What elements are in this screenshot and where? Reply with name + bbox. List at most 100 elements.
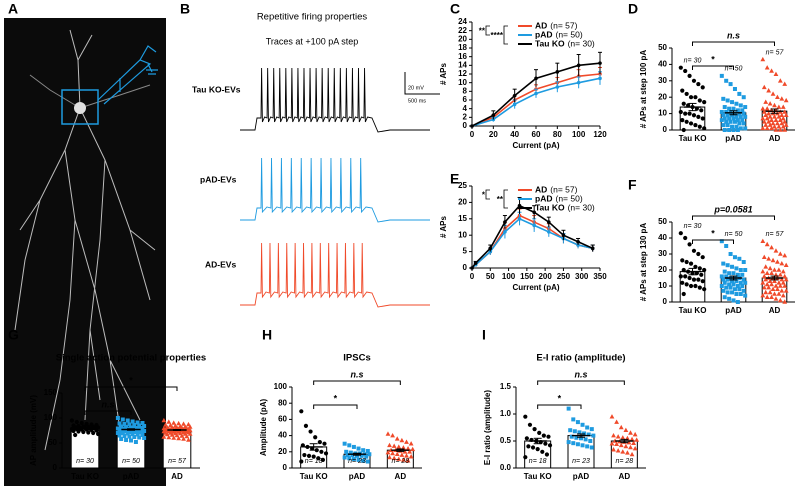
x-tick-label: 0 [470, 130, 475, 139]
data-point [732, 287, 737, 292]
data-point [532, 223, 536, 228]
data-point [767, 122, 773, 127]
soma [74, 102, 86, 114]
data-point [390, 433, 396, 438]
data-point [737, 91, 742, 96]
data-point [683, 274, 688, 279]
data-point [735, 272, 740, 277]
data-point [179, 433, 185, 438]
data-point [614, 441, 620, 447]
data-point [132, 423, 137, 427]
data-point [722, 295, 727, 300]
data-point [769, 68, 774, 73]
data-point [764, 281, 770, 287]
data-point [738, 292, 743, 296]
comparison-bracket [313, 404, 358, 409]
series-line [471, 214, 593, 269]
data-point [527, 422, 533, 427]
data-point [775, 120, 780, 126]
data-point [512, 102, 517, 107]
significance-bracket [503, 25, 508, 45]
data-point [734, 266, 739, 271]
y-tick-label: 25 [458, 181, 467, 190]
data-point [743, 105, 748, 110]
data-point [385, 450, 391, 455]
data-point [725, 277, 730, 282]
chart: E 0 5 10 15 20 25 # APs 0 50 100 150 200 250 300 350 Cur… [439, 171, 607, 292]
neuron [14, 29, 156, 451]
y-tick-label: 50 [48, 438, 57, 447]
data-point [702, 126, 707, 131]
data-point [738, 103, 743, 108]
data-point [766, 119, 772, 124]
data-point [696, 251, 701, 257]
data-point [691, 277, 697, 282]
data-point [776, 124, 782, 129]
data-point [407, 449, 412, 454]
data-point [574, 435, 579, 440]
data-point [96, 431, 101, 437]
data-point [738, 280, 743, 285]
data-point [575, 442, 580, 447]
scale-x-label: 500 ms [408, 98, 426, 104]
data-point [728, 285, 733, 290]
data-point [124, 438, 129, 442]
panel-letter: D [628, 1, 638, 17]
y-tick-label: 0 [283, 463, 288, 472]
legend-note: (n= 57) [550, 184, 577, 194]
y-tick-label: 15 [458, 214, 467, 223]
data-point [696, 277, 701, 282]
data-point [766, 256, 772, 261]
data-point [776, 267, 782, 272]
data-point [547, 220, 551, 224]
data-point [783, 262, 789, 267]
data-point [555, 85, 560, 89]
n-label: n= 28 [615, 458, 633, 465]
data-point [618, 424, 624, 430]
data-point [394, 436, 400, 441]
x-tick-label: 120 [593, 130, 607, 139]
data-point [727, 116, 732, 121]
data-point [365, 448, 370, 453]
data-point [769, 125, 774, 131]
data-point [727, 128, 732, 132]
data-point [184, 433, 190, 439]
y-tick-label: 2 [463, 112, 468, 121]
data-point [187, 431, 193, 436]
data-point [583, 437, 588, 442]
data-point [91, 430, 96, 436]
data-point [761, 84, 767, 90]
y-tick-label: 40 [658, 233, 667, 242]
data-point [735, 108, 740, 113]
data-point [728, 82, 733, 87]
y-tick-label: 80 [278, 398, 287, 407]
data-point [743, 268, 748, 272]
data-point [687, 111, 692, 116]
data-point [402, 449, 408, 454]
x-tick-label: AD [171, 472, 183, 481]
x-tick-label: Tau KO [679, 306, 707, 315]
data-point [345, 453, 350, 458]
data-point [388, 447, 394, 452]
x-tick-label: 250 [557, 272, 571, 281]
data-point [575, 420, 580, 425]
data-point [543, 441, 548, 446]
data-point [311, 454, 316, 459]
comparison-label: * [334, 393, 338, 403]
x-tick-label: pAD [725, 134, 742, 143]
data-point [680, 118, 685, 123]
data-point [741, 288, 746, 293]
data-point [591, 433, 596, 438]
data-point [724, 109, 729, 114]
x-tick-label: Tau KO [524, 472, 552, 481]
data-point [780, 124, 786, 129]
y-tick-label: 10 [658, 281, 667, 290]
data-point [186, 421, 191, 427]
data-point [727, 296, 732, 301]
data-point [779, 261, 785, 266]
y-axis-label: Amplitude (pA) [259, 399, 268, 457]
legend-label: AD [535, 20, 547, 30]
y-tick-label: 20 [658, 265, 667, 274]
data-point [719, 239, 724, 244]
data-point [319, 449, 324, 454]
